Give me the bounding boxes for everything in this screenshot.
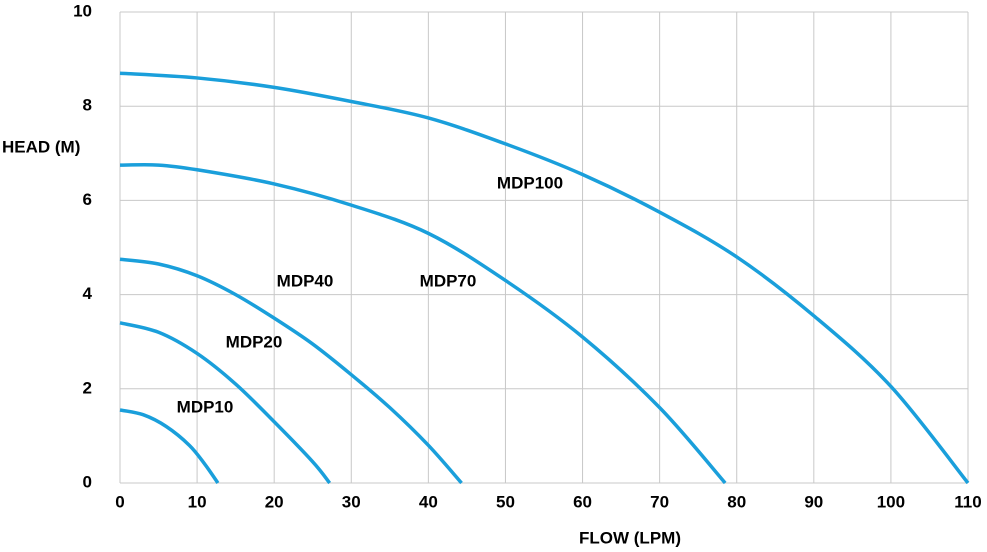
curve-label: MDP20 bbox=[226, 332, 283, 351]
x-tick-label: 60 bbox=[573, 492, 592, 511]
y-tick-label: 6 bbox=[83, 190, 92, 209]
x-tick-label: 0 bbox=[115, 492, 124, 511]
x-tick-label: 70 bbox=[650, 492, 669, 511]
curve-label: MDP10 bbox=[177, 397, 234, 416]
x-tick-label: 20 bbox=[265, 492, 284, 511]
curve bbox=[119, 321, 332, 485]
curve-label: MDP100 bbox=[497, 173, 563, 192]
x-tick-label: 110 bbox=[954, 492, 981, 511]
x-axis-label: FLOW (LPM) bbox=[579, 528, 681, 547]
x-tick-label: 30 bbox=[342, 492, 361, 511]
x-tick-label: 40 bbox=[419, 492, 438, 511]
x-tick-label: 10 bbox=[188, 492, 207, 511]
curve bbox=[119, 257, 463, 485]
x-tick-label: 100 bbox=[877, 492, 905, 511]
curve-label: MDP40 bbox=[277, 271, 334, 290]
curve bbox=[119, 408, 220, 484]
y-tick-label: 0 bbox=[83, 472, 92, 491]
y-tick-label: 2 bbox=[83, 378, 92, 397]
y-tick-label: 10 bbox=[73, 1, 92, 20]
x-tick-label: 80 bbox=[727, 492, 746, 511]
x-tick-label: 50 bbox=[496, 492, 515, 511]
curve bbox=[119, 162, 727, 485]
curve-label: MDP70 bbox=[420, 271, 477, 290]
y-tick-label: 4 bbox=[83, 284, 93, 303]
x-tick-label: 90 bbox=[804, 492, 823, 511]
y-axis-label: HEAD (M) bbox=[2, 137, 80, 156]
y-tick-label: 8 bbox=[83, 96, 92, 115]
curve bbox=[119, 71, 970, 485]
